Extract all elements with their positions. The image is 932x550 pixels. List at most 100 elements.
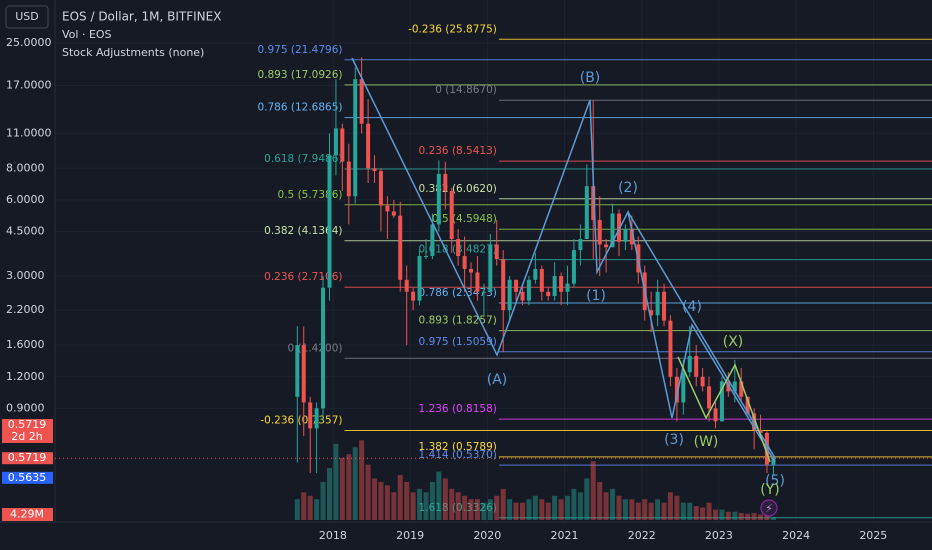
channel-line [627, 211, 776, 459]
x-tick-label: 2018 [319, 529, 347, 542]
candle-body [436, 173, 441, 225]
volume-bar [532, 495, 538, 520]
candle-body [559, 276, 564, 292]
volume-bar [314, 499, 320, 520]
volume-bar [526, 499, 532, 520]
candle-body [649, 310, 654, 316]
volume-bar [513, 502, 519, 520]
volume-bar [597, 481, 603, 520]
volume-bar [713, 509, 719, 520]
wave-label: (Y) [760, 482, 779, 498]
volume-label-box [2, 508, 53, 521]
y-tick-label: 6.0000 [6, 193, 45, 206]
y-tick-label: 2.2000 [6, 303, 45, 316]
candle-body [321, 287, 326, 409]
wave-label: (X) [723, 334, 744, 350]
volume-bar [590, 461, 596, 520]
volume-bar [687, 502, 693, 520]
volume-bar [680, 502, 686, 520]
volume-bar [487, 499, 493, 520]
volume-title: Vol · EOS [62, 28, 112, 41]
volume-bar [372, 478, 378, 520]
trend-lines [351, 57, 776, 463]
wxy-line [677, 356, 771, 463]
x-tick-label: 2021 [551, 529, 579, 542]
volume-bar [642, 499, 648, 520]
candle-body [533, 268, 538, 280]
candle-body [346, 161, 351, 197]
volume-bar [622, 499, 628, 520]
volume-bar [700, 507, 706, 520]
y-tick-label: 8.0000 [6, 161, 45, 174]
candle-body [662, 291, 667, 321]
candle-body [707, 386, 712, 409]
volume-bar [442, 478, 448, 520]
bid-label-box [2, 471, 53, 484]
grid [55, 0, 932, 522]
candle-body [617, 213, 622, 242]
candle-body [623, 229, 628, 242]
volume-bar [507, 499, 513, 520]
volume-bar [745, 513, 751, 520]
currency-box[interactable] [5, 5, 49, 29]
candle-body [584, 186, 589, 240]
candle-body [333, 128, 338, 156]
candle-body [687, 355, 692, 373]
currency[interactable]: USD [15, 10, 39, 23]
volume-bar [616, 495, 622, 520]
candle-body [366, 123, 371, 169]
candle-body [668, 320, 673, 377]
volume-bar [397, 475, 403, 520]
volume-bar [449, 488, 455, 520]
volume-bar [327, 468, 333, 520]
volume-bar [693, 506, 699, 520]
candle-body [771, 458, 776, 465]
candle-body [385, 205, 390, 212]
y-tick-label: 1.6000 [6, 338, 45, 351]
candle-body [443, 173, 448, 192]
candle-body [610, 213, 615, 248]
candle-body [501, 259, 506, 311]
bid-label: 0.5635 [8, 471, 47, 484]
volume-bar [738, 513, 744, 520]
candle-body [494, 244, 499, 260]
volume-bar [294, 499, 300, 520]
fib-label: 0 (1.4200) [288, 342, 343, 354]
candle-body [546, 291, 551, 297]
last-price-box [2, 452, 53, 465]
volume-bar [391, 492, 397, 520]
volume-bar [758, 514, 764, 520]
candle-body [475, 272, 480, 292]
wave-label: (2) [618, 180, 638, 196]
volume-bar [552, 495, 558, 520]
candle-body [314, 408, 319, 429]
y-tick-label: 1.2000 [6, 370, 45, 383]
volume-bar [429, 481, 435, 520]
candle-body [430, 224, 435, 257]
candle-body [469, 268, 474, 273]
volume-bar [462, 495, 468, 520]
fib-levels: 0.975 (21.4796) 0.893 (17.0926) 0.786 (12.… [257, 23, 932, 519]
fib-label: 1.236 (0.8158) [419, 403, 497, 415]
candle-body [571, 250, 576, 284]
event-icon[interactable] [760, 499, 778, 517]
candle-body [655, 291, 660, 316]
volume-bar [725, 511, 731, 520]
fib-label: 1.414 (0.5370) [419, 449, 497, 461]
fib-label: 0.893 (1.8257) [419, 315, 497, 327]
volume-bar [365, 464, 371, 520]
adjustments: Stock Adjustments (none) [62, 46, 204, 59]
candle-body [526, 279, 531, 301]
candle-body [758, 429, 763, 433]
volume-bar [764, 513, 770, 520]
volume-bar [577, 492, 583, 520]
candle-body [745, 396, 750, 414]
x-tick-label: 2020 [473, 529, 501, 542]
volume-bar [307, 495, 313, 520]
volume-bar [468, 499, 474, 520]
volume-label: 4.29M [10, 508, 44, 521]
volume-bar [404, 481, 410, 520]
volume-bar [674, 495, 680, 520]
volume-bar [359, 440, 365, 520]
close-label: 0.5719 [8, 418, 47, 431]
